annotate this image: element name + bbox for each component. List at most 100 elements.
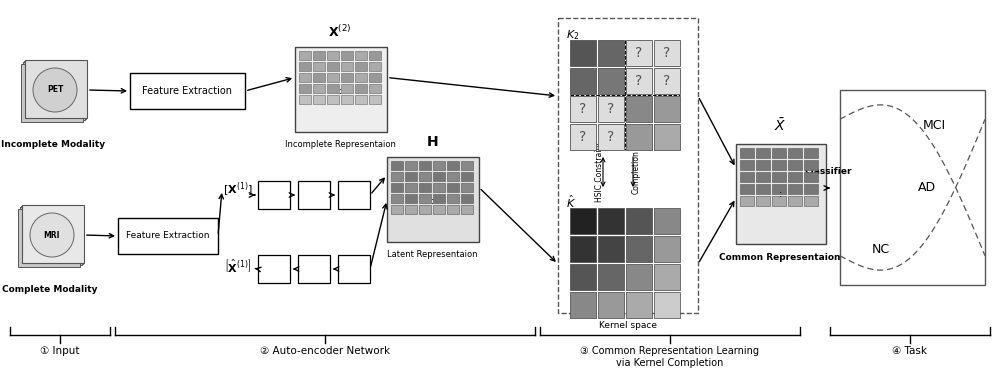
- FancyBboxPatch shape: [570, 292, 596, 318]
- FancyBboxPatch shape: [355, 62, 367, 71]
- FancyBboxPatch shape: [369, 62, 381, 71]
- FancyBboxPatch shape: [598, 236, 624, 262]
- FancyBboxPatch shape: [461, 205, 473, 214]
- FancyBboxPatch shape: [355, 51, 367, 60]
- FancyBboxPatch shape: [433, 194, 445, 203]
- FancyBboxPatch shape: [18, 209, 80, 267]
- FancyBboxPatch shape: [654, 208, 680, 234]
- FancyBboxPatch shape: [341, 73, 353, 82]
- FancyBboxPatch shape: [299, 62, 311, 71]
- FancyBboxPatch shape: [756, 160, 770, 170]
- FancyBboxPatch shape: [313, 62, 325, 71]
- FancyBboxPatch shape: [626, 124, 652, 150]
- FancyBboxPatch shape: [598, 292, 624, 318]
- Text: ?: ?: [607, 130, 615, 144]
- Text: ④ Task: ④ Task: [893, 346, 928, 356]
- FancyBboxPatch shape: [369, 51, 381, 60]
- Text: Incomplete Modality: Incomplete Modality: [1, 140, 105, 149]
- FancyBboxPatch shape: [327, 51, 339, 60]
- FancyBboxPatch shape: [626, 96, 652, 122]
- FancyBboxPatch shape: [341, 62, 353, 71]
- FancyBboxPatch shape: [419, 183, 431, 192]
- FancyBboxPatch shape: [258, 181, 290, 209]
- Text: ?: ?: [607, 102, 615, 116]
- FancyBboxPatch shape: [355, 73, 367, 82]
- FancyBboxPatch shape: [21, 206, 83, 264]
- FancyBboxPatch shape: [654, 124, 680, 150]
- FancyBboxPatch shape: [433, 183, 445, 192]
- FancyBboxPatch shape: [419, 205, 431, 214]
- FancyBboxPatch shape: [447, 172, 459, 181]
- FancyBboxPatch shape: [24, 61, 86, 119]
- FancyBboxPatch shape: [654, 264, 680, 290]
- FancyBboxPatch shape: [598, 96, 624, 122]
- Text: HSIC Constraint: HSIC Constraint: [596, 142, 604, 202]
- FancyBboxPatch shape: [313, 73, 325, 82]
- FancyBboxPatch shape: [756, 196, 770, 206]
- FancyBboxPatch shape: [447, 194, 459, 203]
- FancyBboxPatch shape: [804, 172, 818, 182]
- FancyBboxPatch shape: [626, 208, 652, 234]
- FancyBboxPatch shape: [327, 62, 339, 71]
- FancyBboxPatch shape: [598, 208, 624, 234]
- FancyBboxPatch shape: [447, 161, 459, 170]
- FancyBboxPatch shape: [756, 148, 770, 158]
- FancyBboxPatch shape: [740, 160, 754, 170]
- Text: ① Input: ① Input: [40, 346, 80, 356]
- Text: $K_2$: $K_2$: [566, 28, 579, 42]
- FancyBboxPatch shape: [299, 73, 311, 82]
- Text: :: :: [778, 189, 782, 199]
- Text: ?: ?: [635, 46, 643, 60]
- FancyBboxPatch shape: [570, 96, 596, 122]
- FancyBboxPatch shape: [387, 157, 479, 242]
- FancyBboxPatch shape: [299, 95, 311, 104]
- Text: $\left[\hat{\mathbf{X}}^{(1)}\right]$: $\left[\hat{\mathbf{X}}^{(1)}\right]$: [224, 257, 252, 274]
- FancyBboxPatch shape: [298, 255, 330, 283]
- Text: $\bar{X}$: $\bar{X}$: [774, 118, 786, 134]
- FancyBboxPatch shape: [369, 84, 381, 93]
- FancyBboxPatch shape: [341, 51, 353, 60]
- FancyBboxPatch shape: [299, 51, 311, 60]
- Text: Classifier: Classifier: [804, 167, 852, 176]
- Text: $\left[\mathbf{X}^{(1)}\right]$: $\left[\mathbf{X}^{(1)}\right]$: [223, 181, 253, 199]
- FancyBboxPatch shape: [570, 236, 596, 262]
- FancyBboxPatch shape: [570, 264, 596, 290]
- FancyBboxPatch shape: [772, 184, 786, 194]
- Text: MCI: MCI: [923, 118, 946, 132]
- FancyBboxPatch shape: [626, 264, 652, 290]
- FancyBboxPatch shape: [598, 264, 624, 290]
- FancyBboxPatch shape: [419, 194, 431, 203]
- Text: ?: ?: [579, 130, 587, 144]
- FancyBboxPatch shape: [788, 172, 802, 182]
- FancyBboxPatch shape: [788, 184, 802, 194]
- FancyBboxPatch shape: [433, 205, 445, 214]
- Text: PET: PET: [47, 86, 63, 94]
- FancyBboxPatch shape: [391, 161, 403, 170]
- Text: ?: ?: [663, 74, 671, 88]
- FancyBboxPatch shape: [391, 183, 403, 192]
- Text: ?: ?: [579, 102, 587, 116]
- FancyBboxPatch shape: [433, 172, 445, 181]
- Text: Kernel space: Kernel space: [599, 321, 657, 330]
- FancyBboxPatch shape: [570, 40, 596, 66]
- FancyBboxPatch shape: [391, 205, 403, 214]
- FancyBboxPatch shape: [654, 292, 680, 318]
- FancyBboxPatch shape: [405, 172, 417, 181]
- FancyBboxPatch shape: [298, 181, 330, 209]
- Circle shape: [33, 68, 77, 112]
- Text: AD: AD: [918, 181, 936, 194]
- FancyBboxPatch shape: [654, 96, 680, 122]
- FancyBboxPatch shape: [405, 205, 417, 214]
- FancyBboxPatch shape: [20, 207, 82, 265]
- FancyBboxPatch shape: [756, 172, 770, 182]
- Text: Completion: Completion: [632, 150, 640, 194]
- Text: Latent Representaion: Latent Representaion: [387, 250, 477, 259]
- FancyBboxPatch shape: [570, 124, 596, 150]
- Text: NC: NC: [872, 243, 890, 257]
- FancyBboxPatch shape: [327, 73, 339, 82]
- FancyBboxPatch shape: [391, 194, 403, 203]
- FancyBboxPatch shape: [447, 183, 459, 192]
- FancyBboxPatch shape: [772, 160, 786, 170]
- FancyBboxPatch shape: [804, 196, 818, 206]
- FancyBboxPatch shape: [772, 196, 786, 206]
